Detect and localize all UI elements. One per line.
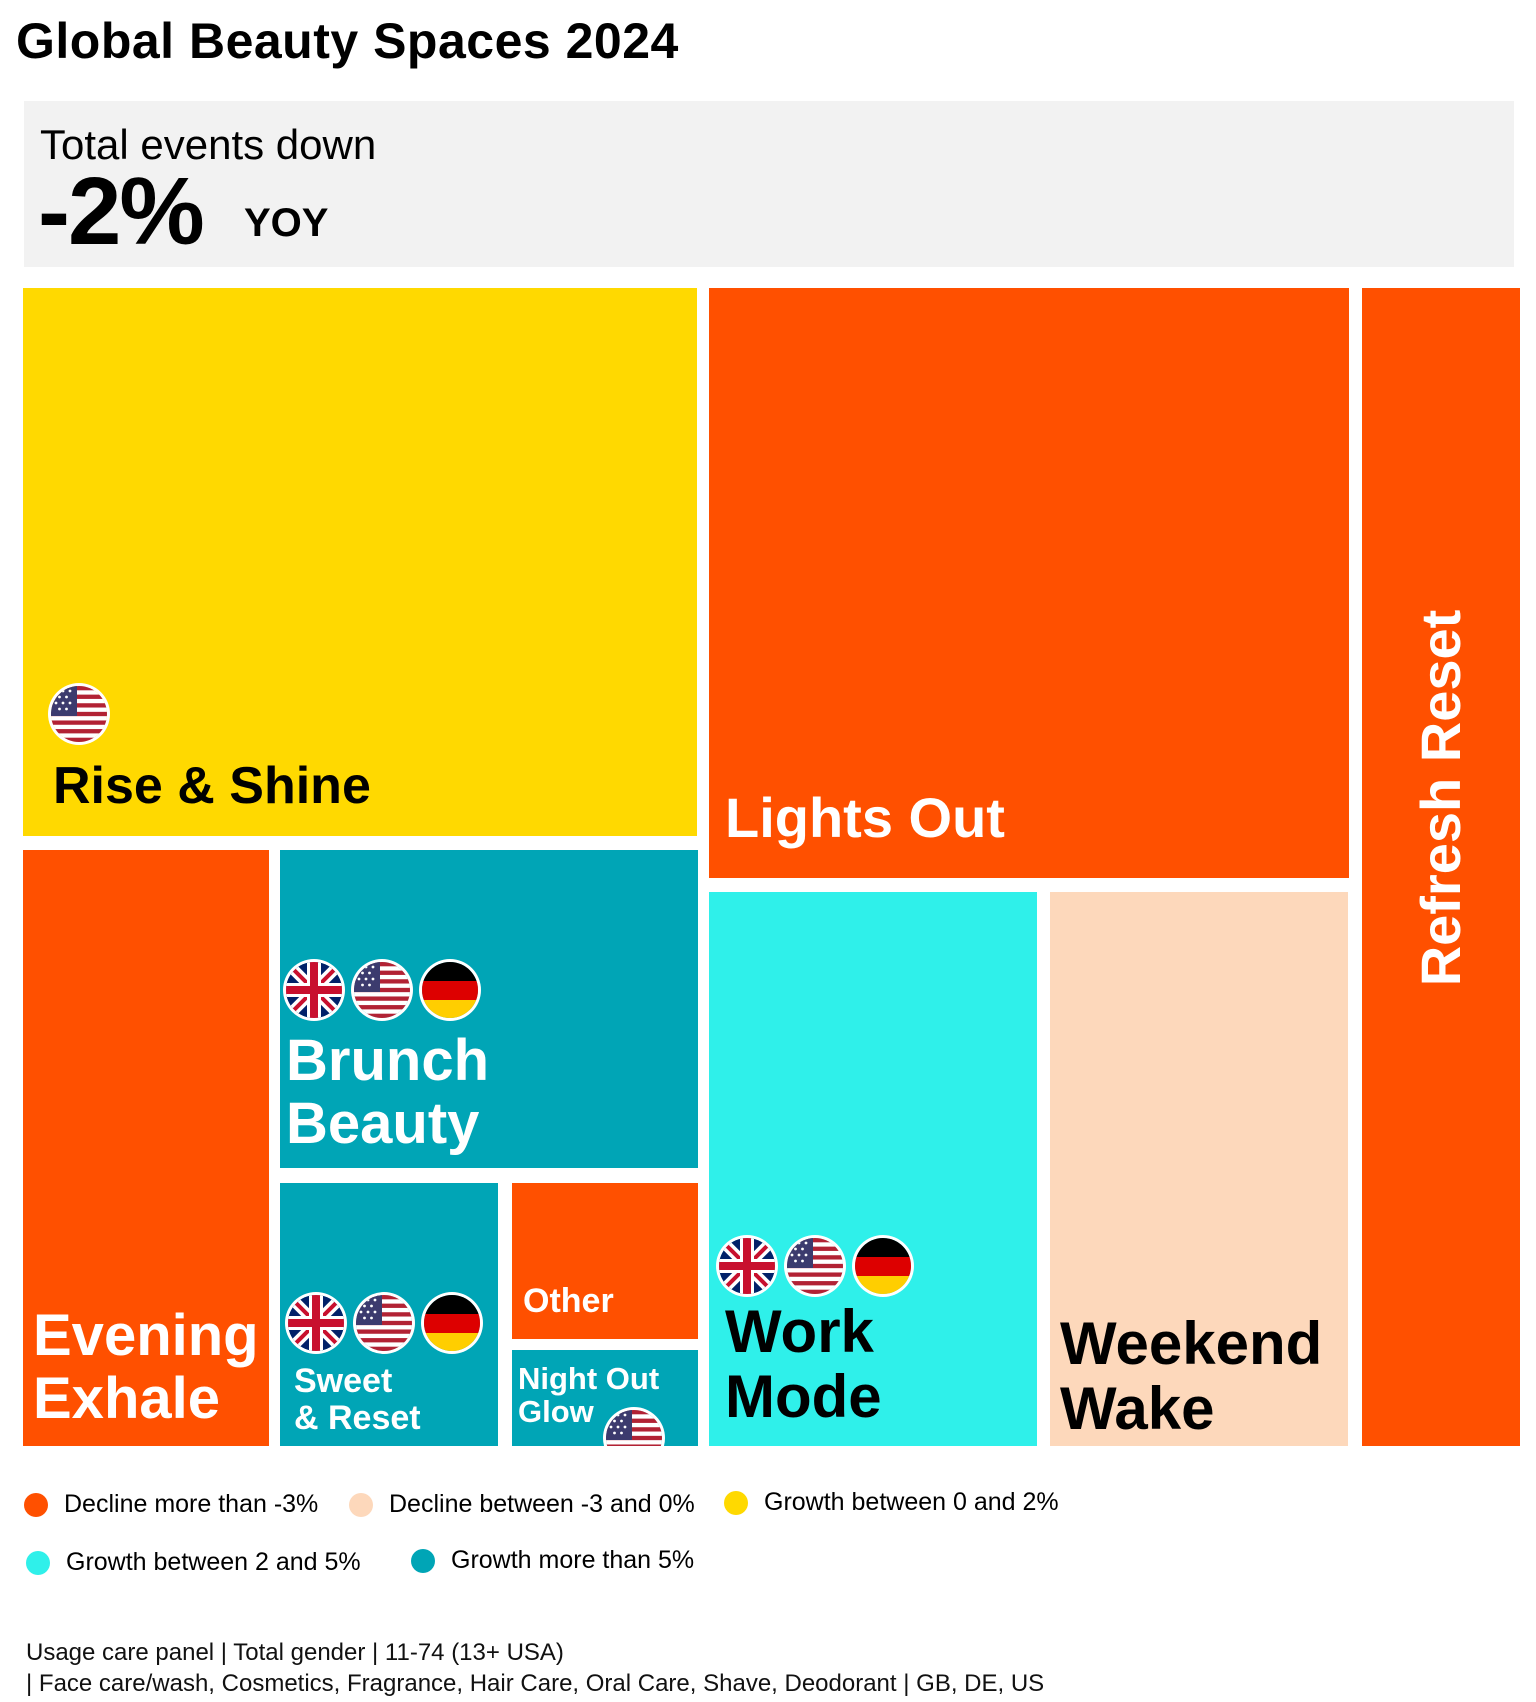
country-flags	[719, 1238, 911, 1294]
germany-flag-icon	[422, 962, 478, 1018]
tile-label: Night Out Glow	[518, 1361, 660, 1430]
chart-title: Global Beauty Spaces 2024	[16, 13, 679, 69]
tile-refresh-reset: Refresh Reset	[1362, 288, 1520, 1446]
country-flags	[606, 1410, 662, 1446]
summary-panel: Total events down -2% YOY	[24, 101, 1514, 267]
tile-label: Weekend Wake	[1060, 1310, 1323, 1442]
tile-label: Other	[523, 1282, 614, 1320]
tile-night-out-glow: Night Out Glow	[512, 1350, 698, 1446]
footnote: Usage care panel | Total gender | 11-74 …	[26, 1639, 1045, 1697]
us-flag-icon	[356, 1295, 412, 1351]
tile-label: Work Mode	[725, 1298, 882, 1430]
legend-item: Growth more than 5%	[411, 1546, 694, 1575]
uk-flag-icon	[719, 1238, 775, 1294]
legend-item: Growth between 2 and 5%	[26, 1548, 361, 1577]
legend-label: Growth between 0 and 2%	[764, 1488, 1059, 1516]
germany-flag-icon	[424, 1295, 480, 1351]
tile-label: Sweet & Reset	[294, 1362, 421, 1437]
tile-label: Evening Exhale	[33, 1303, 259, 1431]
country-flags	[286, 962, 478, 1018]
legend: Decline more than -3% Decline between -3 …	[24, 1488, 1204, 1620]
legend-label: Growth more than 5%	[451, 1546, 695, 1574]
legend-item: Decline between -3 and 0%	[349, 1490, 695, 1519]
tile-work-mode: Work Mode	[709, 892, 1037, 1446]
summary-unit: YOY	[244, 201, 329, 245]
us-flag-icon	[354, 962, 410, 1018]
legend-swatch	[411, 1548, 435, 1573]
tile-evening-exhale: Evening Exhale	[23, 850, 269, 1446]
legend-swatch	[26, 1550, 50, 1575]
legend-item: Decline more than -3%	[24, 1490, 318, 1519]
legend-swatch	[724, 1490, 748, 1515]
tile-sweet-reset: Sweet & Reset	[280, 1183, 498, 1446]
tile-brunch-beauty: Brunch Beauty	[280, 850, 698, 1168]
tile-rise-shine: Rise & Shine	[23, 288, 697, 836]
legend-label: Decline between -3 and 0%	[389, 1490, 695, 1518]
tile-label: Rise & Shine	[53, 757, 371, 815]
legend-label: Decline more than -3%	[64, 1490, 319, 1518]
tile-lights-out: Lights Out	[709, 288, 1349, 878]
summary-label: Total events down	[40, 121, 377, 168]
summary-value: -2%	[38, 158, 205, 265]
legend-swatch	[24, 1492, 48, 1517]
tile-weekend-wake: Weekend Wake	[1050, 892, 1348, 1446]
country-flags	[288, 1295, 480, 1351]
tile-other: Other	[512, 1183, 698, 1339]
country-flags	[51, 686, 107, 742]
tile-label: Brunch Beauty	[286, 1028, 489, 1156]
legend-item: Growth between 0 and 2%	[724, 1488, 1059, 1517]
uk-flag-icon	[286, 962, 342, 1018]
tile-label: Lights Out	[725, 786, 1005, 849]
germany-flag-icon	[855, 1238, 911, 1294]
us-flag-icon	[606, 1410, 662, 1446]
uk-flag-icon	[288, 1295, 344, 1351]
us-flag-icon	[787, 1238, 843, 1294]
us-flag-icon	[51, 686, 107, 742]
legend-swatch	[349, 1492, 373, 1517]
legend-label: Growth between 2 and 5%	[66, 1548, 361, 1576]
tile-label: Refresh Reset	[1408, 609, 1472, 986]
